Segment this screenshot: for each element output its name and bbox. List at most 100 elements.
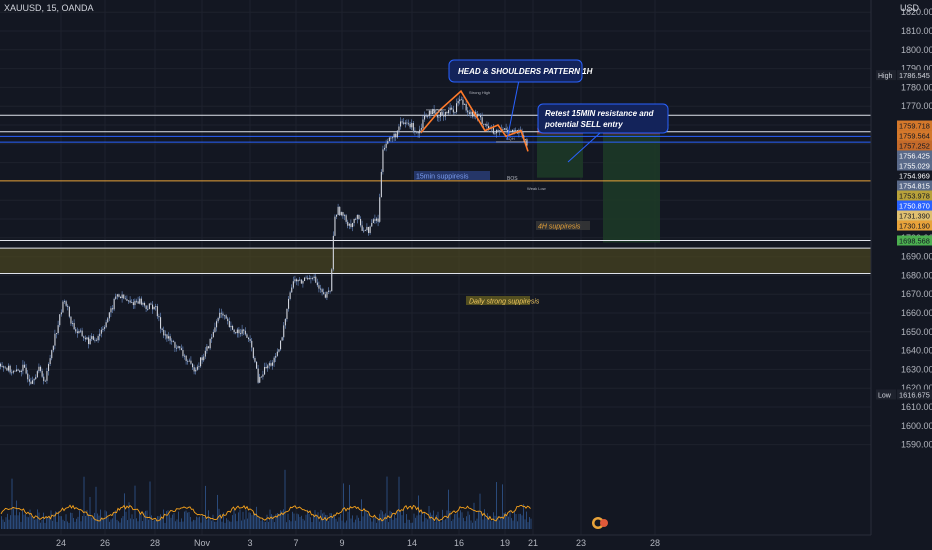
- price-label: 1759.564: [899, 131, 930, 140]
- price-tag-bg: [876, 389, 896, 400]
- candle-body: [126, 299, 128, 301]
- candle-body: [510, 131, 512, 133]
- volume-bar: [353, 522, 355, 529]
- candle-body: [243, 329, 245, 331]
- candle-body: [297, 279, 299, 282]
- candle-body: [166, 334, 168, 339]
- candle-body: [377, 218, 379, 222]
- candle-body: [470, 111, 472, 114]
- callout-hs-box[interactable]: [448, 59, 583, 83]
- callout-sell-text-2: potential SELL entry: [544, 120, 623, 129]
- volume-bar: [214, 521, 215, 529]
- volume-bar: [250, 513, 251, 529]
- volume-bar: [184, 511, 185, 529]
- candle-body: [8, 365, 10, 371]
- volume-bar: [199, 516, 200, 529]
- volume-bar: [49, 516, 50, 529]
- volume-bar: [287, 513, 289, 529]
- volume-bar: [202, 515, 203, 529]
- volume-bar: [8, 519, 10, 529]
- y-tick-label: 1630.000: [901, 364, 932, 374]
- volume-bar: [328, 521, 329, 529]
- horizontal-levels[interactable]: [0, 114, 871, 241]
- symbol-title[interactable]: XAUUSD, 15, OANDA: [4, 3, 94, 13]
- candle-body: [278, 349, 280, 352]
- price-label-bg: [897, 389, 932, 400]
- candle-body: [136, 300, 138, 302]
- volume-bar: [419, 514, 421, 529]
- volume-bar: [400, 511, 401, 529]
- y-tick-label: 1680.000: [901, 270, 932, 280]
- volume-bar: [223, 512, 224, 529]
- candle-body: [296, 279, 298, 282]
- candle-body: [35, 377, 37, 380]
- callout-sell-box[interactable]: [537, 103, 669, 134]
- candle-body: [195, 369, 197, 372]
- volume-bar: [179, 521, 181, 529]
- y-axis-panel[interactable]: [871, 0, 932, 550]
- candle-body: [32, 380, 34, 384]
- volume-bar: [188, 512, 190, 529]
- volume-bar: [4, 521, 5, 529]
- candle-body: [150, 303, 152, 305]
- volume-bar: [446, 510, 448, 529]
- volume-bar: [7, 513, 8, 529]
- price-label-bg: [897, 120, 932, 131]
- price-label: 1750.870: [899, 201, 930, 210]
- volume-bar: [460, 510, 461, 529]
- volume-bar: [46, 516, 47, 529]
- annotations[interactable]: 15min suppiresis 4H suppiresis Daily str…: [414, 59, 669, 306]
- volume-bar: [142, 521, 143, 529]
- candle-body: [40, 366, 42, 371]
- candle-body: [174, 342, 176, 348]
- candle-body: [281, 337, 283, 341]
- volume-bar: [526, 511, 527, 529]
- volume-bar: [185, 510, 187, 529]
- volume-bar: [257, 516, 259, 529]
- candle-body: [456, 103, 458, 113]
- volume-bar: [143, 512, 145, 529]
- candle-body: [446, 111, 448, 114]
- candle-body: [372, 219, 374, 224]
- candle-body: [241, 329, 243, 334]
- candle-body: [73, 323, 75, 330]
- volume-bar: [59, 516, 61, 529]
- volume-bar: [83, 476, 85, 529]
- price-labels: 1786.545 High 1759.7181759.5641757.2521756…: [876, 70, 932, 400]
- volume-bar: [490, 520, 491, 529]
- candle-body: [188, 360, 190, 362]
- short-positions[interactable]: [537, 127, 660, 243]
- volume-bar: [173, 513, 175, 529]
- volume-bar: [293, 513, 295, 529]
- candle-body: [507, 130, 509, 133]
- y-tick-label: 1690.000: [901, 252, 932, 262]
- x-axis: 24 26 28 Nov 3 7 9 14 16 19 21 23 28: [56, 538, 660, 548]
- volume-bar: [167, 510, 169, 529]
- candle-body: [89, 338, 91, 345]
- candle-body: [384, 147, 386, 150]
- volume-bar: [65, 514, 67, 529]
- candle-body: [144, 302, 146, 306]
- price-label: 1756.425: [899, 151, 930, 160]
- head-and-shoulders-pattern[interactable]: [420, 89, 529, 152]
- price-label-bg: [897, 160, 932, 171]
- candle-body: [84, 337, 86, 340]
- volume-bar: [391, 511, 392, 529]
- candle-body: [100, 329, 102, 334]
- volume-bar: [386, 476, 388, 529]
- volume-bar: [305, 514, 307, 529]
- volume-bar: [19, 512, 20, 529]
- candle-body: [481, 117, 483, 124]
- candle-body: [388, 137, 390, 142]
- candle-body: [392, 137, 394, 139]
- candle-body: [422, 119, 424, 129]
- candle-body: [160, 317, 162, 329]
- volume-bar: [491, 521, 493, 529]
- label-strong-high: Strong High: [469, 90, 490, 95]
- candle-body: [203, 356, 205, 361]
- volume-bar: [304, 520, 305, 529]
- volume-bar: [218, 508, 220, 529]
- volume-bar: [274, 522, 275, 529]
- take-profit-zone: [537, 134, 583, 178]
